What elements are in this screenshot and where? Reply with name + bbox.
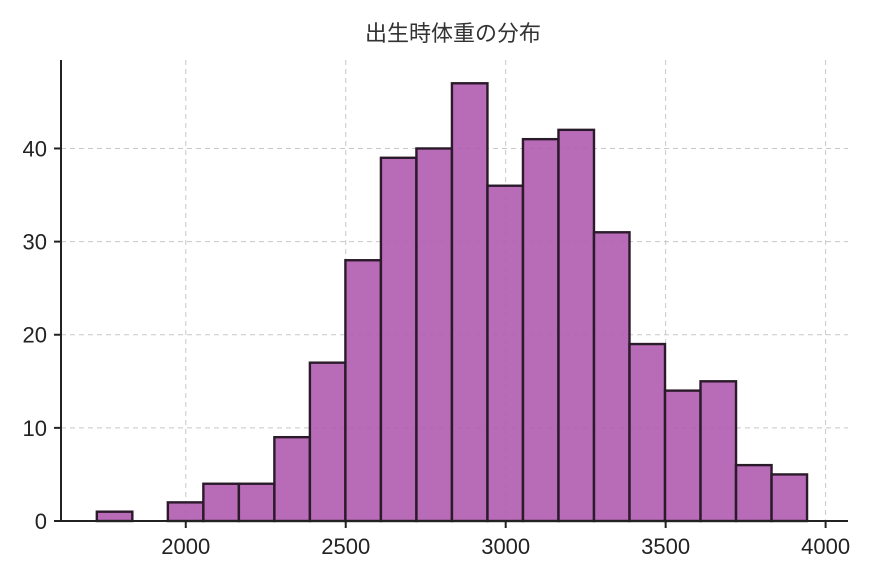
y-tick-label: 20: [23, 323, 47, 348]
histogram-bar: [486, 184, 525, 523]
x-tick-label: 3000: [481, 534, 530, 559]
histogram-bar: [344, 259, 383, 523]
tick-marks: [54, 147, 827, 528]
histogram-bar: [379, 156, 418, 523]
grid-lines: [61, 60, 848, 521]
histogram-bar: [202, 482, 241, 523]
histogram-bar: [95, 510, 134, 523]
histogram-bar: [308, 361, 347, 523]
histogram-bar: [734, 463, 773, 523]
histogram-bar: [237, 482, 276, 523]
histogram-bar: [450, 82, 489, 523]
axes: [60, 60, 848, 522]
y-tick-label: 40: [23, 136, 47, 161]
x-tick-label: 4000: [801, 534, 850, 559]
histogram-bar: [628, 342, 667, 523]
x-tick-label: 2500: [321, 534, 370, 559]
histogram-bar: [521, 137, 560, 523]
histogram-bar: [557, 128, 596, 523]
tick-labels: 2000 2500 3000 3500 4000 0 10 20 30 40: [23, 136, 851, 559]
y-tick-label: 30: [23, 230, 47, 255]
x-tick-label: 2000: [161, 534, 210, 559]
histogram-bar: [415, 147, 454, 523]
histogram-bar: [663, 389, 702, 523]
histogram-bar: [699, 380, 738, 523]
histogram-bar: [592, 231, 631, 523]
y-tick-label: 10: [23, 416, 47, 441]
histogram-bar: [166, 501, 205, 523]
histogram-bars: [95, 82, 809, 523]
x-tick-label: 3500: [641, 534, 690, 559]
y-tick-label: 0: [35, 509, 47, 534]
histogram-bar: [770, 473, 809, 523]
histogram-bar: [273, 435, 312, 523]
chart-title: 出生時体重の分布: [365, 22, 541, 47]
